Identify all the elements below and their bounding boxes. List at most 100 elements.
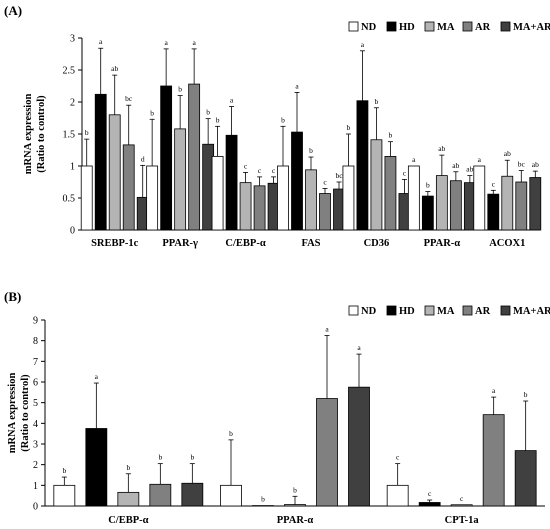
panel-a-ytick-label: 0 <box>70 226 75 237</box>
panel-a-bar-hd <box>421 195 434 231</box>
panel-b-ytick-label: 1 <box>33 481 38 492</box>
panel-a-bar-ma <box>501 175 514 231</box>
panel-a-legend-label: AR <box>475 22 491 33</box>
panel-b-legend-swatch <box>348 305 359 316</box>
panel-a-significance-letter: b <box>347 123 351 132</box>
panel-b-category-label: PPAR-α <box>277 515 314 526</box>
panel-b-significance-letter: b <box>524 390 528 399</box>
panel-a-bar-nd <box>342 165 355 231</box>
panel-b-significance-letter: a <box>492 386 496 395</box>
panel-b-category-label: C/EBP-α <box>108 515 148 526</box>
panel-b-significance-letter: a <box>357 343 361 352</box>
panel-a-significance-letter: c <box>492 179 496 188</box>
panel-a-bar-hd <box>356 100 369 231</box>
panel-b-bar-ma <box>450 504 473 507</box>
panel-b-significance-letter: b <box>190 453 194 462</box>
panel-a-ylabel-line1: mRNA expression <box>23 94 34 175</box>
panel-a-significance-letter: a <box>295 81 299 90</box>
panel-a-bar-ar <box>384 155 397 231</box>
panel-b-legend-label: HD <box>399 306 415 317</box>
panel-a-significance-letter: b <box>85 128 89 137</box>
panel-a-significance-letter: a <box>99 37 103 46</box>
panel-a-bar-ar <box>253 185 266 231</box>
panel-b-bar-ma-ar <box>348 386 370 507</box>
panel-b-ytick-label: 6 <box>33 378 38 389</box>
panel-b-bar-ma <box>117 491 140 507</box>
panel-a-significance-letter: a <box>361 40 365 49</box>
panel-b-chart: 0 1 2 3 4 5 6 7 8 9 b a b b b C/EBP-α b b b a a PPAR-α c c c a b CP… <box>33 305 550 526</box>
panel-a-bar-nd <box>407 165 420 231</box>
panel-a-bar-ma <box>305 169 317 231</box>
panel-b-bar-nd <box>386 484 409 507</box>
panel-b-significance-letter: b <box>261 495 265 504</box>
panel-b-significance-letter: b <box>126 463 130 472</box>
panel-a-ylabel-line2: (Ratio to control) <box>36 95 47 173</box>
panel-a-legend-label: ND <box>361 22 377 33</box>
panel-b-bar-hd <box>418 502 441 507</box>
panel-a-significance-letter: b <box>178 85 182 94</box>
panel-a-significance-letter: ab <box>466 165 473 174</box>
panel-b-legend-label: ND <box>361 306 377 317</box>
panel-a-ytick-label: 1.5 <box>63 130 76 141</box>
panel-a-legend-swatch <box>424 21 435 32</box>
panel-a-bar-hd <box>225 134 238 231</box>
panel-b-ylabel-line2: (Ratio to control) <box>20 374 31 452</box>
panel-a-significance-letter: a <box>230 95 234 104</box>
panel-b-category-label: CPT-1a <box>445 515 480 526</box>
panel-a-significance-letter: bc <box>335 171 343 180</box>
panel-a-category-label: ACOX1 <box>489 238 525 249</box>
panel-a-bar-ma <box>370 139 383 231</box>
panel-b-ytick-label: 9 <box>33 316 38 327</box>
panel-a-legend-label: HD <box>399 22 415 33</box>
panel-a-legend-swatch <box>500 21 511 32</box>
panel-a-chart: 00.511.522.53baabbcdSREBP-1cbababPPAR-γb… <box>63 21 550 249</box>
panel-a-bar-nd <box>277 165 289 231</box>
panel-a-significance-letter: a <box>192 38 196 47</box>
panel-b-ytick-label: 4 <box>33 419 38 430</box>
panel-b-bar-ar <box>482 414 505 507</box>
panel-a-ytick-label: 0.5 <box>63 194 76 205</box>
panel-b-ytick-label: 7 <box>33 357 38 368</box>
panel-a-significance-letter: ab <box>532 160 539 169</box>
panel-b-significance-letter: b <box>158 453 162 462</box>
panel-b-bar-hd <box>85 428 108 507</box>
panel-a-legend-swatch <box>348 21 359 32</box>
panel-a-significance-letter: b <box>206 108 210 117</box>
panel-a-bar-ma <box>435 175 448 231</box>
panel-b-significance-letter: c <box>428 489 432 498</box>
panel-b-label: (B) <box>4 289 21 304</box>
panel-a-bar-ma <box>108 114 121 231</box>
panel-a-significance-letter: c <box>244 161 248 170</box>
panel-b-bar-ma-ar <box>514 450 537 507</box>
panel-b-bar-nd <box>220 484 242 507</box>
panel-a-bar-ma-ar <box>529 177 542 231</box>
panel-b-significance-letter: a <box>95 372 99 381</box>
panel-b-ytick-label: 5 <box>33 398 38 409</box>
panel-b-significance-letter: b <box>62 466 66 475</box>
panel-b-bar-nd <box>53 484 76 507</box>
panel-a-significance-letter: a <box>412 155 416 164</box>
panel-a-bar-ar <box>319 193 331 231</box>
panel-a-bar-hd <box>487 193 500 231</box>
panel-a-significance-letter: c <box>272 166 276 175</box>
panel-a-bar-ma <box>239 182 252 231</box>
panel-a-significance-letter: b <box>426 181 430 190</box>
panel-a-bar-ar <box>122 144 135 231</box>
panel-b-significance-letter: c <box>460 494 464 503</box>
panel-a-significance-letter: a <box>164 38 168 47</box>
panel-b-ytick-label: 8 <box>33 336 38 347</box>
panel-a-significance-letter: c <box>403 168 407 177</box>
panel-a-bar-nd <box>473 165 486 231</box>
panel-a-category-label: PPAR-γ <box>162 238 198 249</box>
panel-a-significance-letter: b <box>216 115 220 124</box>
panel-b-legend-label: MA+AR <box>513 306 550 317</box>
panel-a-bar-nd <box>146 165 159 231</box>
panel-a-significance-letter: b <box>281 115 285 124</box>
panel-a-ytick-label: 2 <box>70 98 75 109</box>
panel-a-category-label: FAS <box>301 238 320 249</box>
panel-a-category-label: CD36 <box>364 238 390 249</box>
panel-b-legend-swatch <box>500 305 511 316</box>
panel-b-legend-label: MA <box>437 306 455 317</box>
panel-b-legend-swatch <box>424 305 435 316</box>
panel-b-bar-ma-ar <box>181 482 204 507</box>
